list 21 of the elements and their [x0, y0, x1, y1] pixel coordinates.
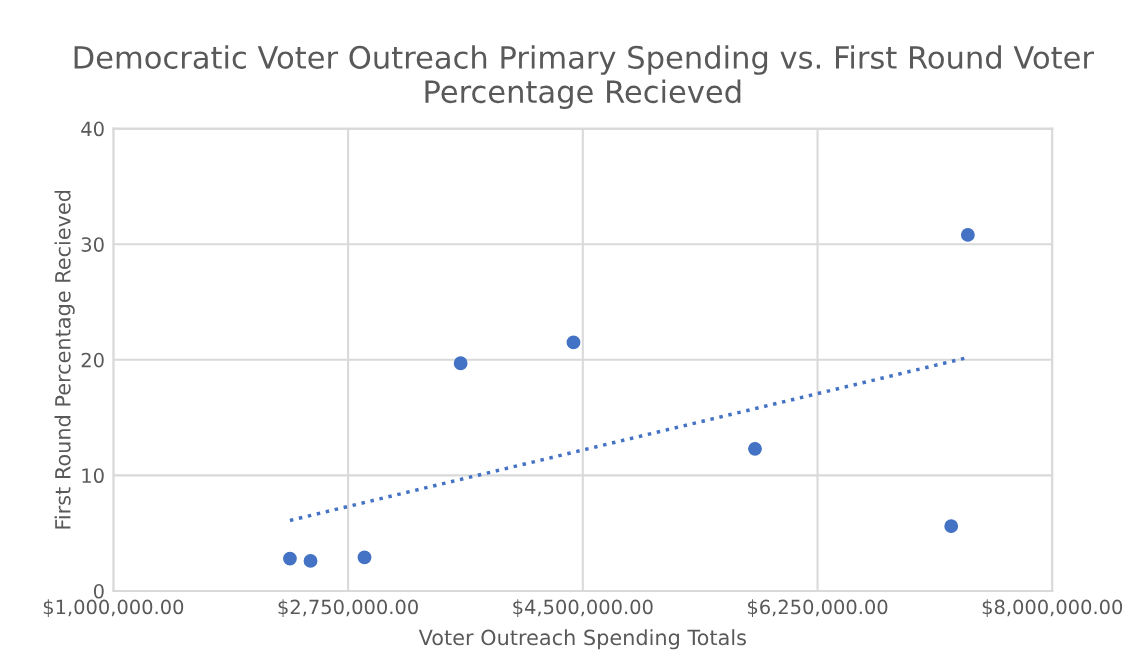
- point: [566, 335, 581, 350]
- y-tick-label: 0: [93, 583, 104, 599]
- x-tick-label: $2,750,000.00: [278, 599, 418, 617]
- x-tick-label: $4,500,000.00: [513, 599, 653, 617]
- point: [748, 441, 762, 456]
- x-tick-label: $8,000,000.00: [982, 599, 1123, 617]
- point: [944, 519, 959, 534]
- y-tick-label: 30: [81, 237, 104, 252]
- x-tick-label: $1,000,000.00: [43, 599, 184, 617]
- point: [303, 553, 318, 568]
- x-tick-label: $6,250,000.00: [748, 599, 888, 617]
- x-axis-title: Voter Outreach Spending Totals: [418, 629, 746, 650]
- point: [283, 551, 297, 566]
- y-tick-label: 10: [82, 468, 104, 484]
- y-axis-title: First Round Percentage Recieved: [54, 190, 75, 529]
- chart-title: Democratic Voter Outreach Primary Spending vs. First Round Voter Percentage Recieved: [74, 45, 1094, 110]
- point: [453, 356, 468, 371]
- point: [960, 228, 975, 242]
- y-tick-label: 40: [81, 121, 104, 137]
- point: [357, 550, 372, 565]
- y-tick-label: 20: [81, 352, 104, 368]
